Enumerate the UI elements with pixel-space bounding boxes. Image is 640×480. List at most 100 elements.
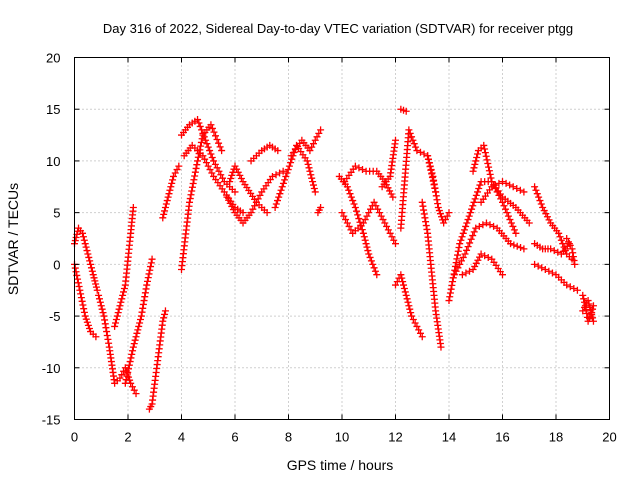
data-point — [125, 365, 133, 373]
data-point — [397, 271, 405, 279]
data-point — [370, 264, 378, 272]
data-point — [474, 150, 482, 158]
data-point — [484, 253, 492, 261]
data-point — [228, 202, 236, 210]
data-point — [513, 185, 521, 193]
data-point — [215, 139, 223, 147]
y-tick-label: 5 — [53, 206, 60, 221]
data-point — [161, 203, 169, 211]
data-point — [428, 169, 436, 177]
data-point — [148, 255, 156, 263]
series-arc-f — [145, 307, 169, 413]
data-point — [454, 251, 462, 259]
data-point — [534, 262, 542, 270]
data-point — [401, 288, 409, 296]
data-point — [405, 302, 413, 310]
data-point — [86, 257, 94, 265]
data-point — [543, 213, 551, 221]
data-point — [191, 172, 199, 180]
data-point — [79, 233, 87, 241]
data-point — [458, 271, 466, 279]
data-point — [419, 202, 427, 210]
data-point — [405, 126, 413, 134]
data-point — [532, 186, 540, 194]
data-point — [204, 143, 212, 151]
data-point — [406, 129, 414, 137]
series-arc-i — [178, 116, 239, 196]
data-point — [547, 245, 555, 253]
data-point — [365, 250, 373, 258]
series-arc-t — [378, 136, 399, 191]
series-arc-g — [159, 162, 183, 222]
data-point — [569, 249, 577, 257]
data-point — [359, 229, 367, 237]
data-point — [274, 147, 282, 155]
data-point — [124, 368, 132, 376]
data-point — [513, 242, 521, 250]
data-point — [88, 267, 96, 275]
data-point — [175, 162, 183, 170]
data-point — [212, 132, 220, 140]
data-point — [114, 309, 122, 317]
series-arc-x — [418, 198, 445, 351]
data-point — [416, 148, 424, 156]
data-point — [102, 324, 110, 332]
series-arc-aa — [450, 219, 528, 279]
data-point — [434, 203, 442, 211]
data-point — [144, 274, 152, 282]
data-point — [403, 295, 411, 303]
data-point — [445, 297, 453, 305]
data-point — [231, 162, 239, 170]
data-point — [92, 280, 100, 288]
data-point — [438, 213, 446, 221]
data-point — [517, 244, 525, 252]
data-point — [195, 119, 203, 127]
data-point — [485, 167, 493, 175]
data-point — [125, 361, 133, 369]
data-point — [77, 290, 85, 298]
data-point — [483, 156, 491, 164]
data-point — [484, 160, 492, 168]
data-point — [165, 190, 173, 198]
data-point — [580, 295, 588, 303]
data-point — [387, 190, 395, 198]
data-point — [539, 203, 547, 211]
data-point — [399, 278, 407, 286]
data-point — [371, 267, 379, 275]
data-point — [570, 284, 578, 292]
data-point — [363, 243, 371, 251]
x-tick-label: 14 — [442, 430, 456, 445]
data-point — [486, 170, 494, 178]
data-point — [213, 136, 221, 144]
data-point — [188, 183, 196, 191]
data-point — [134, 326, 142, 334]
data-point — [407, 309, 415, 317]
data-point — [452, 259, 460, 267]
series-arc-b — [71, 260, 100, 341]
data-point — [139, 300, 147, 308]
data-point — [282, 172, 290, 180]
data-point — [112, 316, 120, 324]
data-point — [160, 210, 168, 218]
series-arc-m — [247, 141, 282, 165]
data-point — [470, 198, 478, 206]
data-point — [477, 250, 485, 258]
data-point — [571, 260, 579, 268]
data-point — [540, 207, 548, 215]
data-point — [186, 195, 194, 203]
data-point — [473, 153, 481, 161]
data-point — [79, 301, 87, 309]
data-point — [317, 203, 325, 211]
data-point — [135, 322, 143, 330]
data-point — [437, 343, 445, 351]
data-point — [283, 169, 291, 177]
data-point — [274, 197, 282, 205]
data-point — [475, 185, 483, 193]
data-point — [272, 200, 280, 208]
data-point — [535, 193, 543, 201]
data-point — [369, 260, 377, 268]
data-point — [226, 178, 234, 186]
data-point — [96, 298, 104, 306]
